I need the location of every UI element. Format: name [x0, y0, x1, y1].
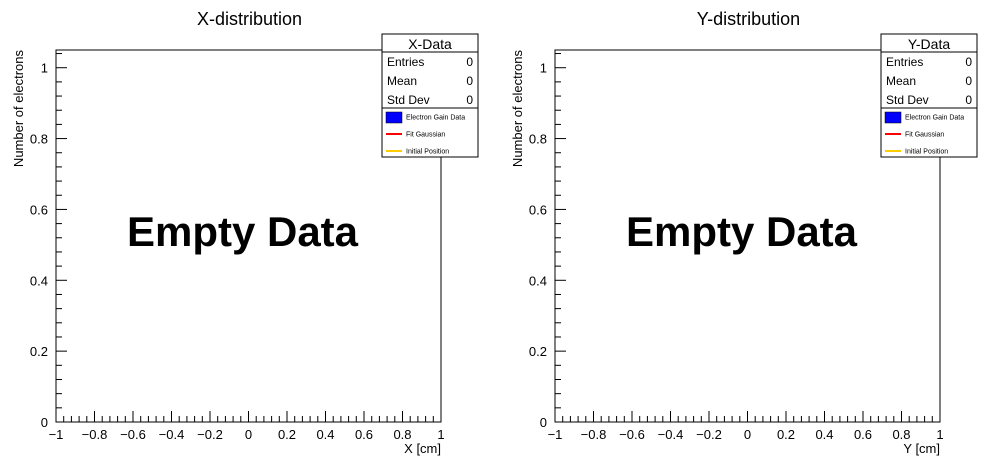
- chart2-x-tick-label: 0.2: [777, 427, 795, 442]
- chart1-y-tick-label: 0: [41, 415, 48, 430]
- chart1-x-tick-label: 0: [245, 427, 252, 442]
- chart2-y-tick-label: 0.6: [529, 202, 547, 217]
- chart2-y-tick-label: 1: [540, 61, 547, 76]
- chart2-x-tick-label: −0.4: [658, 427, 684, 442]
- chart1-legend-label: Initial Position: [406, 149, 449, 156]
- chart1-x-tick-label: −1: [49, 427, 64, 442]
- chart1-x-tick-label: 0.4: [316, 427, 334, 442]
- chart1-x-tick-label: −0.4: [159, 427, 185, 442]
- chart1-x-tick-label: −0.6: [120, 427, 146, 442]
- chart2-x-tick-label: 0.4: [815, 427, 833, 442]
- chart1-x-tick-label: −0.8: [82, 427, 108, 442]
- chart1-x-tick-label: 0.2: [278, 427, 296, 442]
- chart2-stats-value: 0: [965, 93, 972, 107]
- chart2-x-tick-label: 0: [744, 427, 751, 442]
- chart2-stats-label: Entries: [886, 55, 923, 69]
- chart2-legend-label: Initial Position: [905, 149, 948, 156]
- chart2-stats-label: Std Dev: [886, 93, 929, 107]
- chart1-x-tick-label: 0.8: [393, 427, 411, 442]
- chart2-x-axis-label: Y [cm]: [903, 441, 940, 456]
- chart2-y-tick-label: 0.4: [529, 273, 547, 288]
- chart1-legend-label: Electron Gain Data: [406, 115, 465, 122]
- chart1-legend-label: Fit Gaussian: [406, 132, 445, 139]
- chart1-y-axis-label: Number of electrons: [11, 50, 26, 168]
- chart2-x-tick-label: −0.2: [696, 427, 722, 442]
- chart1-stats-label: Entries: [387, 55, 424, 69]
- chart2-stats-label: Mean: [886, 74, 916, 88]
- chart1-stats-box: [381, 33, 479, 158]
- chart2-legend-label: Fit Gaussian: [905, 132, 944, 139]
- chart2-x-tick-label: −0.8: [581, 427, 607, 442]
- chart1-y-tick-label: 0.6: [30, 202, 48, 217]
- chart1-x-tick-label: 1: [437, 427, 444, 442]
- chart2-y-tick-label: 0: [540, 415, 547, 430]
- chart1-stats-label: Mean: [387, 74, 417, 88]
- chart2-x-tick-label: −0.6: [619, 427, 645, 442]
- chart1-y-tick-label: 1: [41, 61, 48, 76]
- chart2-legend-label: Electron Gain Data: [905, 115, 964, 122]
- chart2-y-axis-label: Number of electrons: [510, 50, 525, 168]
- chart1-y-tick-label: 0.2: [30, 344, 48, 359]
- chart2-x-tick-label: 0.6: [854, 427, 872, 442]
- chart1-stats-value: 0: [466, 55, 473, 69]
- chart2-x-tick-label: −1: [548, 427, 563, 442]
- chart1-empty-data-annotation: Empty Data: [127, 208, 359, 255]
- chart1-y-tick-label: 0.8: [30, 132, 48, 147]
- chart2-y-tick-label: 0.8: [529, 132, 547, 147]
- chart1-x-tick-label: 0.6: [355, 427, 373, 442]
- chart1-x-tick-label: −0.2: [197, 427, 223, 442]
- chart2-x-tick-label: 1: [936, 427, 943, 442]
- chart1-stats-label: Std Dev: [387, 93, 430, 107]
- chart1-stats-title: X-Data: [408, 36, 452, 52]
- chart2-title: Y-distribution: [697, 9, 800, 29]
- chart2-stats-value: 0: [965, 74, 972, 88]
- chart2-x-tick-label: 0.8: [892, 427, 910, 442]
- chart2-stats-title: Y-Data: [908, 36, 951, 52]
- chart2-legend-swatch-box: [884, 111, 902, 124]
- chart2-stats-box: [880, 33, 978, 158]
- chart1-title: X-distribution: [197, 9, 302, 29]
- chart1-legend-swatch-box: [385, 111, 403, 124]
- chart1-stats-value: 0: [466, 74, 473, 88]
- chart2-y-tick-label: 0.2: [529, 344, 547, 359]
- chart1-stats-value: 0: [466, 93, 473, 107]
- chart1-y-tick-label: 0.4: [30, 273, 48, 288]
- chart2-stats-value: 0: [965, 55, 972, 69]
- chart1-x-axis-label: X [cm]: [404, 441, 441, 456]
- chart2-empty-data-annotation: Empty Data: [626, 208, 858, 255]
